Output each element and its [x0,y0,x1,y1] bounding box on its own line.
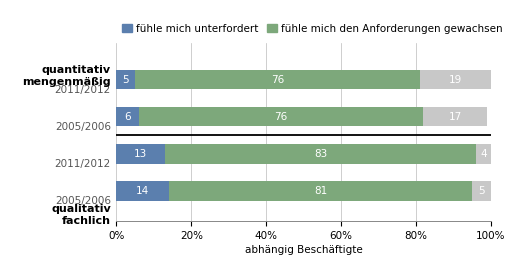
Text: 83: 83 [313,149,326,159]
Text: 2011/2012: 2011/2012 [55,85,111,95]
Bar [138,107,423,126]
Bar [419,70,490,89]
Text: 19: 19 [448,75,461,85]
Text: 4: 4 [479,149,486,159]
Text: 2005/2006: 2005/2006 [55,197,111,206]
Bar [116,144,165,164]
Text: qualitativ
fachlich: qualitativ fachlich [51,204,111,226]
Text: 76: 76 [270,75,283,85]
Text: 5: 5 [122,75,129,85]
Text: 5: 5 [477,186,484,196]
Text: 6: 6 [124,112,131,122]
Bar [423,107,486,126]
Legend: fühle mich unterfordert, fühle mich den Anforderungen gewachsen, fühle mich über: fühle mich unterfordert, fühle mich den … [121,24,505,34]
Text: 2011/2012: 2011/2012 [55,159,111,169]
Bar [169,181,471,201]
Text: 2005/2006: 2005/2006 [55,122,111,132]
Text: 76: 76 [274,112,287,122]
Bar [116,107,138,126]
Text: 14: 14 [136,186,149,196]
X-axis label: abhängig Beschäftigte: abhängig Beschäftigte [244,245,362,255]
Bar [471,181,490,201]
Bar [475,144,490,164]
Text: 13: 13 [134,149,147,159]
Text: quantitativ
mengenmäßig: quantitativ mengenmäßig [22,65,111,87]
Text: 81: 81 [313,186,326,196]
Bar [116,181,169,201]
Bar [165,144,475,164]
Bar [116,70,135,89]
Text: 17: 17 [448,112,461,122]
Bar [135,70,419,89]
